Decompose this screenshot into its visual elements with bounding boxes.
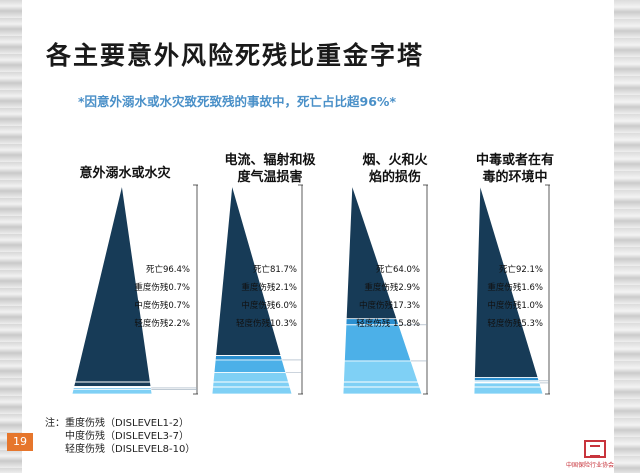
pyramid-header-line: 意外溺水或水灾 bbox=[79, 166, 171, 181]
page-subtitle: *因意外溺水或水灾致死致残的事故中，死亡占比超96%* bbox=[78, 94, 396, 109]
pyramid-header-line: 电流、辐射和极 bbox=[224, 153, 316, 168]
decorative-border-right bbox=[614, 0, 640, 473]
notes-prefix: 注： bbox=[45, 418, 65, 429]
pyramid-label-death: 死亡92.1% bbox=[499, 264, 543, 275]
pyramid-label-moderate: 中度伤残0.7% bbox=[134, 300, 190, 311]
decorative-border-left bbox=[0, 0, 22, 473]
pyramid-label-death: 死亡64.0% bbox=[376, 264, 420, 275]
pyramid-segment-severe bbox=[214, 355, 283, 361]
pyramid-header-drowning: 意外溺水或水灾 bbox=[60, 165, 190, 182]
pyramid-header-line: 中毒或者在有 bbox=[475, 153, 554, 168]
pyramid-label-mild: 轻度伤残5.3% bbox=[487, 318, 543, 329]
pyramid-label-moderate: 中度伤残17.3% bbox=[359, 300, 420, 311]
pyramid-header-fire: 烟、火和火 焰的损伤 bbox=[340, 152, 450, 186]
pyramid-label-death: 死亡96.4% bbox=[146, 264, 190, 275]
association-logo-text: 中国保险行业协会 bbox=[565, 462, 614, 469]
pyramid-label-moderate: 中度伤残1.0% bbox=[487, 300, 543, 311]
pyramid-label-severe: 重度伤残2.9% bbox=[364, 282, 420, 293]
pyramid-header-poison: 中毒或者在有 毒的环境中 bbox=[455, 152, 575, 186]
pyramid-label-mild: 轻度伤残2.2% bbox=[134, 318, 190, 329]
pyramid-header-line: 焰的损伤 bbox=[368, 170, 421, 185]
pyramid-header-line: 毒的环境中 bbox=[482, 170, 548, 185]
pyramid-label-severe: 重度伤残2.1% bbox=[241, 282, 297, 293]
pyramid-segment-moderate bbox=[344, 324, 412, 362]
pyramid-segment-death bbox=[474, 184, 539, 378]
pyramid-header-line: 度气温损害 bbox=[237, 170, 303, 185]
pyramid-segment-mild bbox=[71, 389, 153, 395]
pyramid-segment-death bbox=[345, 184, 398, 320]
notes-line: 注：重度伤残（DISLEVEL1-2） bbox=[45, 417, 195, 430]
notes-item: 轻度伤残（DISLEVEL8-10） bbox=[65, 444, 196, 455]
pyramid-segment-severe bbox=[473, 377, 540, 382]
pyramid-label-moderate: 中度伤残6.0% bbox=[241, 300, 297, 311]
association-logo-icon bbox=[584, 440, 606, 458]
page-number-badge: 19 bbox=[7, 433, 33, 451]
pyramid-label-mild: 轻度伤残 15.8% bbox=[356, 318, 420, 329]
pyramid-label-severe: 重度伤残1.6% bbox=[487, 282, 543, 293]
pyramid-segment-mild bbox=[211, 372, 293, 395]
pyramid-segment-moderate bbox=[213, 359, 287, 373]
notes-item: 重度伤残（DISLEVEL1-2） bbox=[65, 418, 189, 429]
notes-item: 中度伤残（DISLEVEL3-7） bbox=[65, 431, 189, 442]
pyramid-header-electric: 电流、辐射和极 度气温损害 bbox=[200, 152, 340, 186]
notes-line: 轻度伤残（DISLEVEL8-10） bbox=[45, 443, 195, 456]
pyramid-segment-mild bbox=[342, 360, 423, 395]
pyramid-label-severe: 重度伤残0.7% bbox=[134, 282, 190, 293]
pyramid-segment-mild bbox=[473, 382, 544, 395]
notes-line: 中度伤残（DISLEVEL3-7） bbox=[45, 430, 195, 443]
page-title: 各主要意外风险死残比重金字塔 bbox=[46, 41, 425, 70]
notes: 注：重度伤残（DISLEVEL1-2） 中度伤残（DISLEVEL3-7） 轻度… bbox=[45, 417, 195, 456]
pyramid-label-mild: 轻度伤残10.3% bbox=[236, 318, 297, 329]
pyramid-header-line: 烟、火和火 bbox=[362, 153, 428, 168]
pyramid-label-death: 死亡81.7% bbox=[253, 264, 297, 275]
